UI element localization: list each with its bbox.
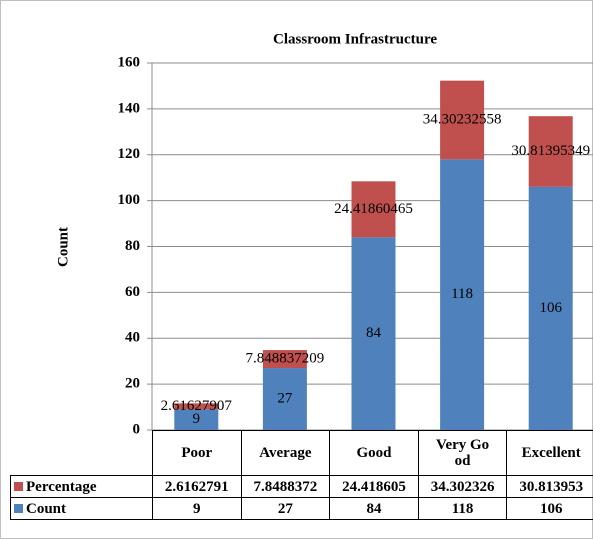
y-axis-label: Count [55, 227, 71, 267]
data-label: 30.81395349 [511, 143, 590, 159]
table-value-cell: 27 [240, 497, 331, 520]
data-label: 2.61627907 [161, 398, 233, 414]
legend-swatch [14, 482, 23, 491]
data-label: 106 [539, 300, 562, 316]
data-label: 84 [366, 325, 382, 341]
bar-segment [262, 350, 307, 369]
table-legend-cell: Percentage [10, 475, 153, 498]
y-tick-label: 40 [125, 330, 140, 346]
data-label: 9 [193, 411, 201, 427]
table-header-cell: Good [329, 430, 419, 476]
legend-label: Percentage [26, 478, 97, 495]
legend-swatch [14, 504, 23, 513]
bar-segment [174, 403, 219, 410]
table-value-cell: 24.418605 [329, 475, 419, 498]
bar-segment [351, 237, 396, 430]
table-value-cell: 7.8488372 [240, 475, 331, 498]
data-label: 34.30232558 [423, 111, 502, 127]
bar-segment [440, 80, 485, 160]
y-tick-label: 0 [133, 421, 141, 437]
data-label: 27 [277, 390, 293, 406]
y-tick-label: 160 [118, 54, 141, 70]
table-value-cell: 118 [417, 497, 508, 520]
data-label: 24.41860465 [334, 201, 413, 217]
table-header-cell: Very Good [417, 430, 508, 476]
table-legend-cell: Count [10, 497, 153, 520]
y-tick-label: 80 [125, 238, 140, 254]
y-tick-label: 100 [118, 192, 141, 208]
table-value-cell: 34.302326 [417, 475, 508, 498]
table-value-cell: 30.813953 [506, 475, 593, 498]
legend-label: Count [26, 500, 67, 517]
table-value-cell: 84 [329, 497, 419, 520]
bar-segment [174, 409, 219, 430]
bar-segment [440, 159, 485, 430]
y-tick-label: 20 [125, 376, 140, 392]
data-label: 7.848837209 [246, 351, 325, 367]
bar-segment [528, 116, 573, 187]
table-header-cell: Average [240, 430, 331, 476]
y-tick-label: 120 [118, 146, 141, 162]
table-value-cell: 106 [506, 497, 593, 520]
table-value-cell: 2.6162791 [152, 475, 242, 498]
y-tick-label: 60 [125, 284, 140, 300]
data-label: 118 [451, 286, 473, 302]
bar-segment [262, 368, 307, 430]
chart-title: Classroom Infrastructure [273, 31, 437, 47]
table-value-cell: 9 [152, 497, 242, 520]
bar-segment [528, 186, 573, 430]
table-header-cell: Excellent [506, 430, 593, 476]
y-tick-label: 140 [118, 100, 141, 116]
bar-segment [351, 181, 396, 238]
table-header-cell: Poor [152, 430, 242, 476]
